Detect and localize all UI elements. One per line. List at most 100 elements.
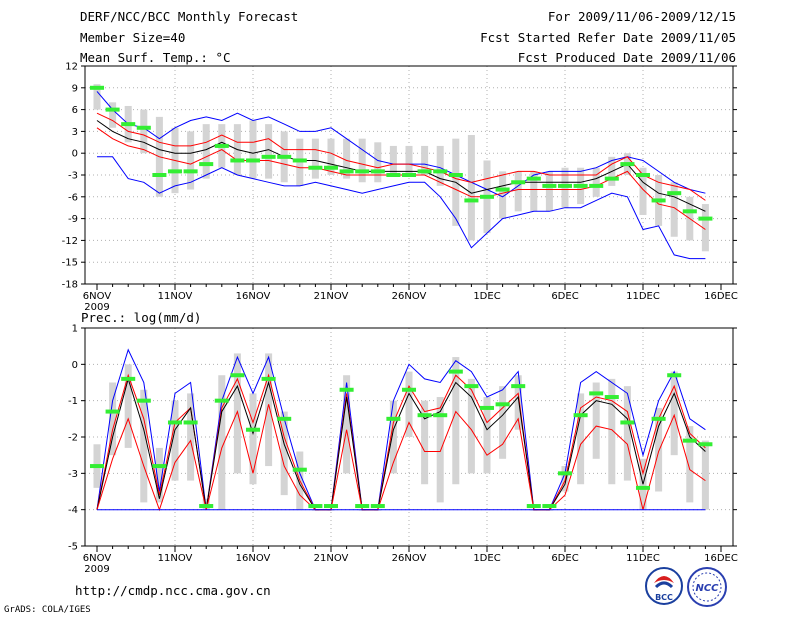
spread-box xyxy=(436,397,444,503)
temperature-panel: 12 9 6 3 0 -3 -6 -9 -12 -15 -18 6NOV 11NOV 16NOV 21NOV… xyxy=(62,62,738,314)
x-tick-label: 6DEC xyxy=(551,291,578,302)
footer-url[interactable]: http://cmdp.ncc.cma.gov.cn xyxy=(75,583,271,598)
median-marker xyxy=(635,485,651,490)
median-marker xyxy=(667,191,682,196)
median-marker xyxy=(604,395,619,400)
series-line-lower xyxy=(96,127,706,230)
spread-box xyxy=(311,138,319,179)
spread-box xyxy=(171,400,179,481)
median-marker xyxy=(448,369,463,374)
y-tick-label: -5 xyxy=(68,542,78,553)
y-tick-label: -4 xyxy=(68,505,78,516)
spread-box xyxy=(93,84,101,110)
x-tick-label: 16DEC xyxy=(704,291,738,302)
series-line-lower xyxy=(96,404,706,512)
median-marker xyxy=(214,398,229,403)
median-marker xyxy=(308,165,323,170)
x-tick-label: 16DEC xyxy=(704,553,738,564)
median-marker xyxy=(199,504,214,509)
precip-title: Prec.: log(mm/d) xyxy=(81,310,201,325)
median-marker xyxy=(698,216,713,221)
y-tick-label: 3 xyxy=(72,127,78,138)
spread-box xyxy=(109,382,117,456)
median-marker xyxy=(464,384,479,389)
x-year-label: 2009 xyxy=(84,302,109,313)
median-marker xyxy=(245,427,261,432)
median-marker xyxy=(682,438,697,443)
median-marker xyxy=(401,387,417,392)
spread-box xyxy=(452,357,460,485)
y-tick-label: -3 xyxy=(68,469,78,480)
median-marker xyxy=(261,154,276,159)
median-marker xyxy=(651,416,666,421)
median-marker xyxy=(89,85,105,90)
spread-box xyxy=(467,378,475,474)
spread-box xyxy=(327,138,335,175)
median-marker xyxy=(214,143,229,148)
header-title: DERF/NCC/BCC Monthly Forecast xyxy=(80,9,299,24)
x-tick-label: 21NOV xyxy=(314,291,349,302)
median-marker xyxy=(464,198,479,203)
spread-box xyxy=(592,382,600,459)
median-marker xyxy=(277,416,292,421)
spread-box xyxy=(436,145,444,186)
x-tick-label: 26NOV xyxy=(392,553,427,564)
spread-box xyxy=(187,393,195,481)
median-marker xyxy=(136,125,151,130)
spread-box xyxy=(249,393,257,485)
x-tick-label: 6DEC xyxy=(551,553,578,564)
spread-box xyxy=(530,171,538,212)
spread-box xyxy=(670,371,678,456)
series-line-mean xyxy=(96,377,706,511)
spread-box xyxy=(140,389,148,503)
median-marker xyxy=(495,402,510,407)
y-tick-label: 9 xyxy=(72,83,78,94)
spread-box xyxy=(592,167,600,197)
median-marker xyxy=(292,467,307,472)
median-marker xyxy=(401,173,417,177)
spread-box xyxy=(421,145,429,175)
median-marker xyxy=(277,154,292,159)
median-marker xyxy=(604,176,619,181)
median-marker xyxy=(167,420,183,425)
x-tick-label: 1DEC xyxy=(473,291,500,302)
spread-box xyxy=(187,131,195,190)
median-marker xyxy=(355,504,370,509)
spread-box xyxy=(202,124,210,179)
y-tick-label: -2 xyxy=(68,433,78,444)
spread-box xyxy=(140,109,148,154)
median-marker xyxy=(667,373,682,378)
x-year-label: 2009 xyxy=(84,564,109,575)
median-marker xyxy=(105,107,120,112)
header-member-size: Member Size=40 xyxy=(80,29,186,45)
median-marker xyxy=(183,169,198,174)
median-marker xyxy=(230,158,245,163)
spread-box xyxy=(577,393,585,485)
median-marker xyxy=(292,158,307,163)
spread-box xyxy=(389,145,397,175)
spread-box xyxy=(655,407,663,492)
median-marker xyxy=(370,504,385,509)
x-tick-label: 16NOV xyxy=(236,553,271,564)
header-produced-date: Fcst Produced Date 2009/11/06 xyxy=(517,50,736,65)
spread-box xyxy=(374,142,382,183)
spread-box xyxy=(265,124,273,179)
y-tick-label: -3 xyxy=(68,171,78,182)
x-tick-label: 6NOV xyxy=(83,553,112,564)
header-period: For 2009/11/06-2009/12/15 xyxy=(547,9,736,24)
spread-box xyxy=(389,400,397,474)
median-marker xyxy=(542,504,557,509)
ncc-logo-ring xyxy=(687,567,727,607)
spread-box xyxy=(467,135,475,241)
median-marker xyxy=(339,387,354,392)
bcc-logo-arc xyxy=(654,581,674,589)
series-line-min xyxy=(97,156,706,260)
spread-box xyxy=(608,378,616,485)
bcc-logo: BCC xyxy=(645,567,683,605)
median-marker xyxy=(136,398,151,403)
bcc-logo-ring xyxy=(645,567,683,605)
median-marker xyxy=(323,165,339,170)
spread-box xyxy=(499,386,507,459)
median-marker xyxy=(557,183,573,188)
median-marker xyxy=(355,169,370,174)
